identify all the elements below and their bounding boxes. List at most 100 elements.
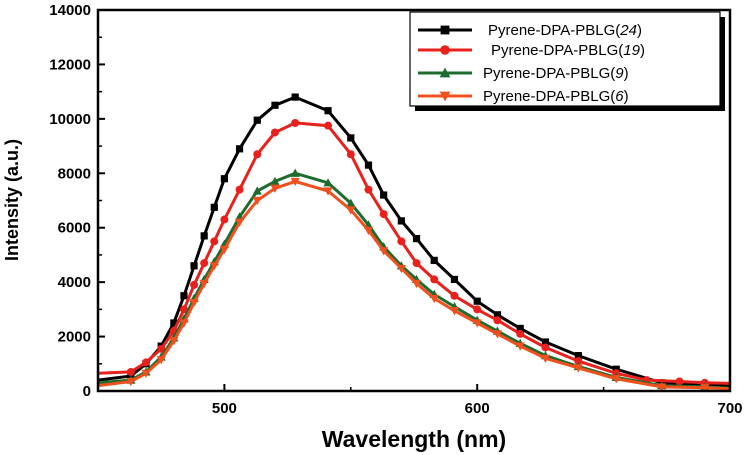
- data-point-marker: [234, 218, 245, 227]
- series-line: [97, 121, 731, 385]
- data-point-marker: [346, 198, 356, 207]
- data-point-marker: [170, 319, 178, 327]
- data-point-marker: [252, 186, 262, 195]
- data-point-marker: [541, 343, 550, 352]
- data-point-marker: [290, 168, 300, 177]
- legend-label-paren: ): [637, 22, 642, 39]
- data-point-marker: [397, 237, 406, 246]
- data-point-marker: [291, 118, 300, 127]
- data-point-marker: [449, 307, 460, 316]
- data-point-marker: [190, 280, 199, 289]
- data-point-marker: [396, 264, 406, 274]
- data-point-marker: [473, 297, 481, 305]
- data-point-marker: [363, 226, 374, 236]
- data-point-marker: [210, 237, 219, 246]
- data-point-marker: [412, 235, 421, 243]
- legend-marker: [439, 91, 451, 102]
- legend-label: Pyrene-DPA-PBLG(24): [488, 22, 642, 39]
- legend-marker: [440, 45, 450, 55]
- data-point-marker: [574, 352, 582, 360]
- data-point-marker: [252, 196, 262, 206]
- data-point-marker: [611, 375, 621, 384]
- data-point-marker: [574, 357, 583, 366]
- data-point-marker: [126, 377, 136, 387]
- data-point-marker: [270, 176, 280, 186]
- data-point-marker: [219, 245, 229, 255]
- data-point-marker: [323, 178, 333, 187]
- data-point-marker: [657, 383, 667, 392]
- data-point-marker: [397, 217, 405, 225]
- legend-label-text: Pyrene-DPA-PBLG(: [491, 42, 623, 59]
- legend-label-number: 24: [619, 22, 637, 39]
- series-24: [97, 93, 730, 390]
- x-tick-label: 700: [717, 400, 742, 417]
- data-point-marker: [199, 279, 209, 289]
- data-point-marker: [291, 93, 299, 101]
- legend-label-paren: ): [624, 88, 629, 105]
- data-point-marker: [700, 384, 710, 393]
- data-point-marker: [364, 161, 373, 169]
- data-point-marker: [450, 275, 459, 284]
- legend-label-text: Pyrene-DPA-PBLG(: [483, 65, 615, 82]
- data-point-marker: [180, 292, 188, 300]
- data-point-marker: [156, 356, 166, 365]
- legend-marker: [439, 67, 451, 78]
- y-tick-label: 10000: [49, 111, 91, 128]
- data-point-marker: [540, 354, 551, 363]
- data-point-marker: [270, 128, 279, 137]
- data-point-marker: [516, 324, 524, 333]
- legend-label-paren: ): [640, 42, 645, 59]
- data-point-marker: [612, 365, 620, 373]
- data-point-marker: [169, 337, 179, 346]
- y-tick-label: 12000: [49, 56, 91, 73]
- y-tick-label: 8000: [58, 165, 91, 182]
- data-point-marker: [142, 358, 151, 367]
- data-point-marker: [411, 279, 422, 289]
- data-point-marker: [235, 185, 244, 194]
- legend-marker: [440, 25, 450, 35]
- y-axis-title: Intensity (a.u.): [2, 139, 22, 261]
- data-point-marker: [157, 344, 166, 353]
- data-point-marker: [346, 206, 356, 215]
- data-point-marker: [126, 367, 135, 376]
- data-point-marker: [324, 121, 333, 130]
- data-point-marker: [323, 187, 333, 196]
- data-point-marker: [429, 294, 439, 304]
- data-point-marker: [271, 101, 279, 109]
- x-axis-title: Wavelength (nm): [322, 426, 506, 452]
- legend-label: Pyrene-DPA-PBLG(19): [491, 42, 645, 59]
- y-tick-label: 6000: [58, 220, 91, 237]
- data-point-marker: [200, 232, 208, 240]
- data-point-marker: [516, 329, 525, 338]
- data-point-marker: [179, 319, 189, 328]
- data-point-marker: [209, 262, 219, 271]
- data-point-marker: [364, 185, 373, 194]
- data-point-marker: [200, 259, 209, 268]
- legend-label-text: Pyrene-DPA-PBLG(: [483, 88, 615, 105]
- legend-box: [409, 11, 721, 107]
- data-point-marker: [430, 275, 439, 284]
- legend-label-number: 9: [615, 65, 624, 82]
- data-point-marker: [189, 298, 199, 308]
- data-point-marker: [141, 369, 151, 378]
- series-6: [97, 177, 731, 393]
- data-point-marker: [493, 311, 502, 319]
- legend-label-text: Pyrene-DPA-PBLG(: [488, 22, 620, 39]
- data-point-marker: [472, 319, 482, 328]
- data-point-marker: [210, 203, 218, 211]
- legend-label: Pyrene-DPA-PBLG(9): [483, 65, 629, 82]
- y-tick-label: 2000: [58, 329, 91, 346]
- legend-label-paren: ): [624, 65, 629, 82]
- data-point-marker: [235, 145, 244, 153]
- legend-label-number: 6: [615, 88, 624, 105]
- x-tick-label: 500: [212, 400, 237, 417]
- y-tick-label: 0: [83, 383, 91, 400]
- data-point-marker: [270, 184, 280, 193]
- data-point-marker: [190, 262, 198, 270]
- data-point-marker: [220, 215, 229, 224]
- data-point-marker: [324, 107, 332, 115]
- data-point-marker: [347, 134, 355, 142]
- data-point-marker: [473, 305, 482, 314]
- x-tick-label: 600: [465, 400, 490, 417]
